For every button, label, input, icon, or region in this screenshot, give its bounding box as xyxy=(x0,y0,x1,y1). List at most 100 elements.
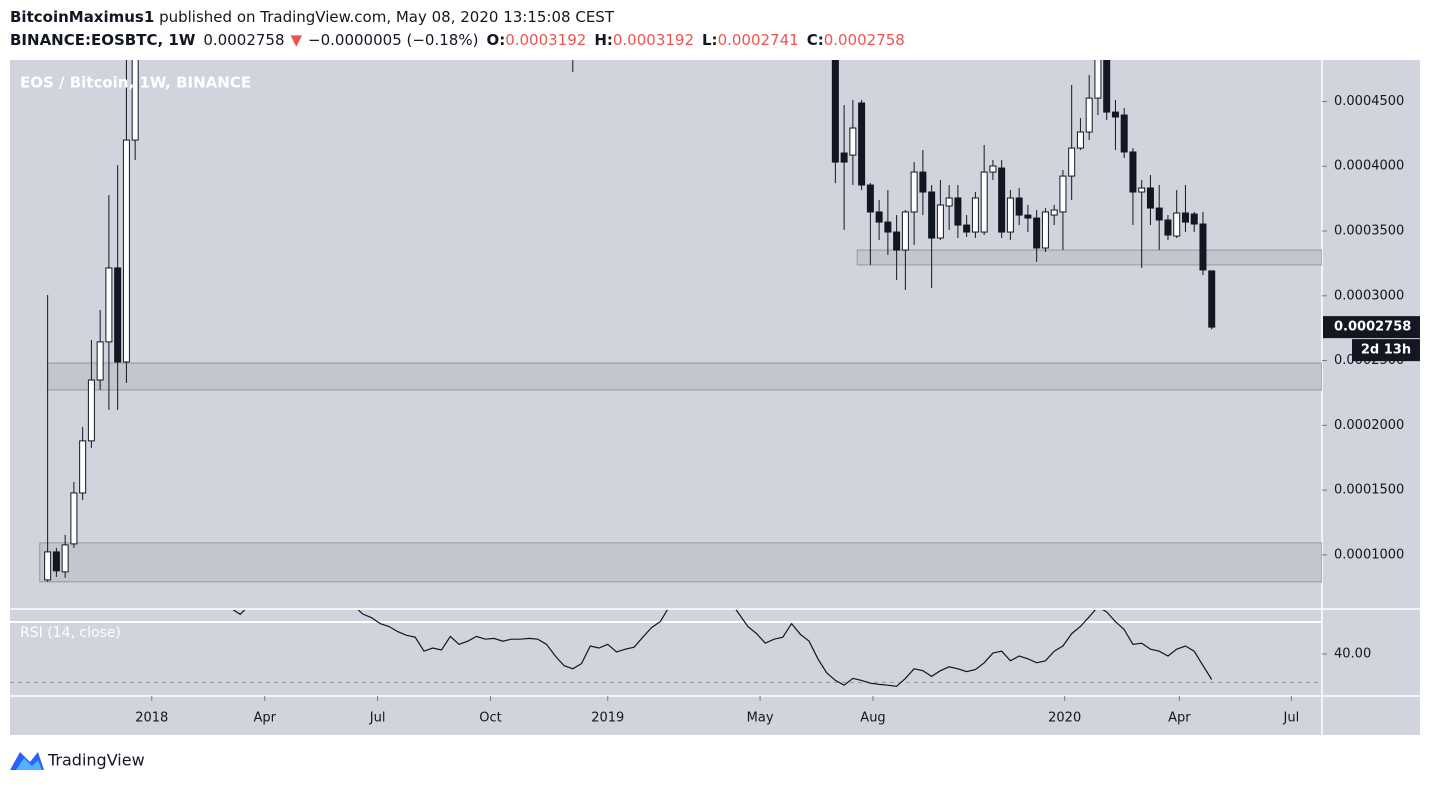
logo-icon-inner xyxy=(16,758,42,770)
y-tick-label: 0.0003500 xyxy=(1334,224,1404,239)
last-price: 0.0002758 xyxy=(203,31,284,49)
brand: TradingView xyxy=(47,751,145,770)
author: BitcoinMaximus1 xyxy=(10,8,154,26)
ohlc-key: H: xyxy=(594,31,613,49)
x-tick-label: Oct xyxy=(479,711,501,726)
support-zone xyxy=(856,249,1322,266)
x-tick-label: May xyxy=(747,711,774,726)
chart-watermark-title: EOS / Bitcoin, 1W, BINANCE xyxy=(20,74,251,92)
candle-body xyxy=(840,152,848,163)
header-line-2: BINANCE:EOSBTC, 1W 0.0002758 ▼ −0.0000005 (… xyxy=(10,31,905,49)
candle-body xyxy=(910,171,918,213)
candle-body xyxy=(105,267,113,343)
support-zone xyxy=(47,362,1322,391)
candle-body xyxy=(1164,219,1172,236)
candle-body xyxy=(44,551,52,581)
candle-body xyxy=(1146,187,1154,209)
header-line-1: BitcoinMaximus1 published on TradingView… xyxy=(10,8,615,26)
countdown-bg xyxy=(1352,339,1420,362)
y-tick-label: 0.0004000 xyxy=(1334,159,1404,174)
price-label: 0.0002758 xyxy=(1334,320,1411,335)
x-tick-label: 2018 xyxy=(135,711,168,726)
rsi-line xyxy=(232,610,1213,687)
support-zone xyxy=(39,542,1322,583)
candle-body xyxy=(1076,131,1084,149)
candle-body xyxy=(963,224,971,233)
candle-body xyxy=(901,211,909,251)
ohlc-value: 0.0002741 xyxy=(718,31,799,49)
rsi-title: RSI (14, close) xyxy=(20,625,121,641)
published: published on TradingView.com, May 08, 20… xyxy=(159,8,615,26)
candle-body xyxy=(79,440,87,494)
candle-body xyxy=(1190,213,1198,225)
x-tick-label: Apr xyxy=(253,711,276,726)
candle-body xyxy=(61,544,69,573)
y-tick-label: 0.0001000 xyxy=(1334,547,1404,562)
candle-body xyxy=(998,167,1006,233)
candle-body xyxy=(893,231,901,251)
candle-body xyxy=(1006,197,1014,233)
candle-body xyxy=(1129,151,1137,193)
y-tick-label: 40.00 xyxy=(1334,646,1371,661)
candle-body xyxy=(928,191,936,239)
candle-body xyxy=(1173,212,1181,237)
candle-body xyxy=(1085,97,1093,133)
candle-body xyxy=(1181,212,1189,223)
candle-body xyxy=(980,171,988,233)
change: −0.0000005 (−0.18%) xyxy=(308,31,478,49)
x-tick-label: Apr xyxy=(1168,711,1191,726)
candle-body xyxy=(1138,187,1146,193)
candle-body xyxy=(919,171,927,193)
x-tick-label: 2019 xyxy=(591,711,624,726)
candle-body xyxy=(971,197,979,233)
candle-body xyxy=(52,551,60,572)
candle-body xyxy=(1041,211,1049,249)
candle-body xyxy=(936,204,944,239)
rsi-pane xyxy=(10,610,1322,687)
price-pane xyxy=(39,60,1322,583)
y-tick-label: 0.0004500 xyxy=(1334,94,1404,109)
countdown: 2d 13h xyxy=(1361,343,1411,358)
x-tick-label: Aug xyxy=(860,711,885,726)
candle-body xyxy=(1024,214,1032,219)
price-label-bg xyxy=(1323,316,1420,339)
y-tick-label: 0.0003000 xyxy=(1334,288,1404,303)
x-tick-label: Jul xyxy=(369,711,386,726)
candle-body xyxy=(1068,147,1076,177)
ohlc-value: 0.0003192 xyxy=(505,31,586,49)
candle-body xyxy=(1199,223,1207,271)
ohlc-key: L: xyxy=(702,31,718,49)
y-tick-label: 0.0002000 xyxy=(1334,418,1404,433)
candle-body xyxy=(1111,111,1119,118)
candle-body xyxy=(131,60,139,141)
candle-body xyxy=(122,139,130,363)
candle-body xyxy=(96,341,104,381)
candle-body xyxy=(866,184,874,213)
candle-body xyxy=(1059,175,1067,213)
candle-body xyxy=(1033,217,1041,249)
candle-body xyxy=(875,211,883,223)
candle-body xyxy=(945,197,953,207)
candle-body xyxy=(831,60,839,163)
candle-body xyxy=(954,197,962,226)
candle-body xyxy=(1208,270,1216,328)
candle-body xyxy=(884,221,892,233)
candle-body xyxy=(70,492,78,545)
candle-body xyxy=(1103,60,1111,113)
ohlc-value: 0.0002758 xyxy=(824,31,905,49)
arrow: ▼ xyxy=(291,31,303,49)
y-tick-label: 0.0001500 xyxy=(1334,483,1404,498)
candle-body xyxy=(858,102,866,186)
candle-body xyxy=(1155,207,1163,221)
ohlc-value: 0.0003192 xyxy=(613,31,694,49)
ohlc-key: C: xyxy=(807,31,824,49)
candle-body xyxy=(1094,60,1102,99)
symbol: BINANCE:EOSBTC, 1W xyxy=(10,31,196,49)
x-tick-label: 2020 xyxy=(1048,711,1081,726)
candle-body xyxy=(1120,114,1128,153)
candle-body xyxy=(1050,209,1058,216)
chart-background xyxy=(10,60,1420,735)
ohlc-key: O: xyxy=(486,31,505,49)
